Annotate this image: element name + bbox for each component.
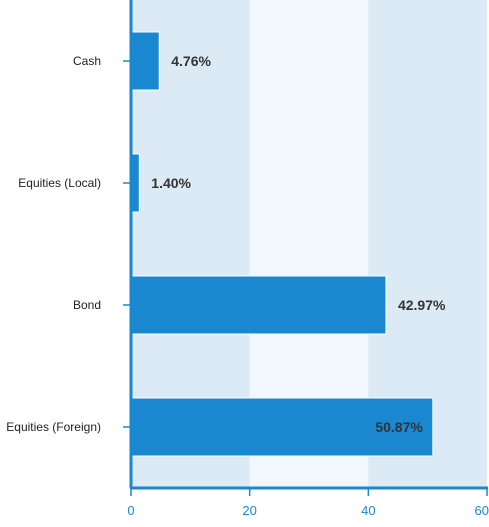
category-label: Cash [73, 54, 101, 68]
bar [130, 275, 387, 335]
category-label: Bond [73, 298, 101, 312]
bar [130, 31, 160, 91]
bar [130, 397, 434, 457]
x-ticks: 0 20 40 60 [127, 488, 489, 518]
category-labels: Cash Equities (Local) Bond Equities (Foreig… [6, 54, 130, 434]
data-labels: 4.76% 1.40% 42.97% 50.87% [151, 53, 446, 435]
x-tick-label: 40 [361, 503, 375, 518]
data-label: 42.97% [398, 297, 446, 313]
background-bands [131, 0, 487, 488]
bars [130, 31, 434, 457]
x-tick-label: 20 [242, 503, 256, 518]
category-label: Equities (Foreign) [6, 420, 101, 434]
axes [129, 0, 488, 490]
data-label: 4.76% [171, 53, 211, 69]
category-label: Equities (Local) [18, 176, 101, 190]
data-label: 50.87% [375, 419, 423, 435]
x-tick-label: 0 [127, 503, 134, 518]
data-label: 1.40% [151, 175, 191, 191]
x-tick-label: 60 [475, 503, 489, 518]
